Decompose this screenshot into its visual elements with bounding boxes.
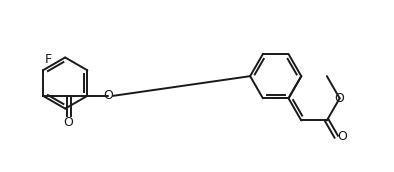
Text: O: O (64, 116, 74, 130)
Text: O: O (335, 92, 345, 105)
Text: F: F (45, 53, 52, 66)
Text: O: O (103, 89, 113, 102)
Text: O: O (337, 130, 347, 143)
